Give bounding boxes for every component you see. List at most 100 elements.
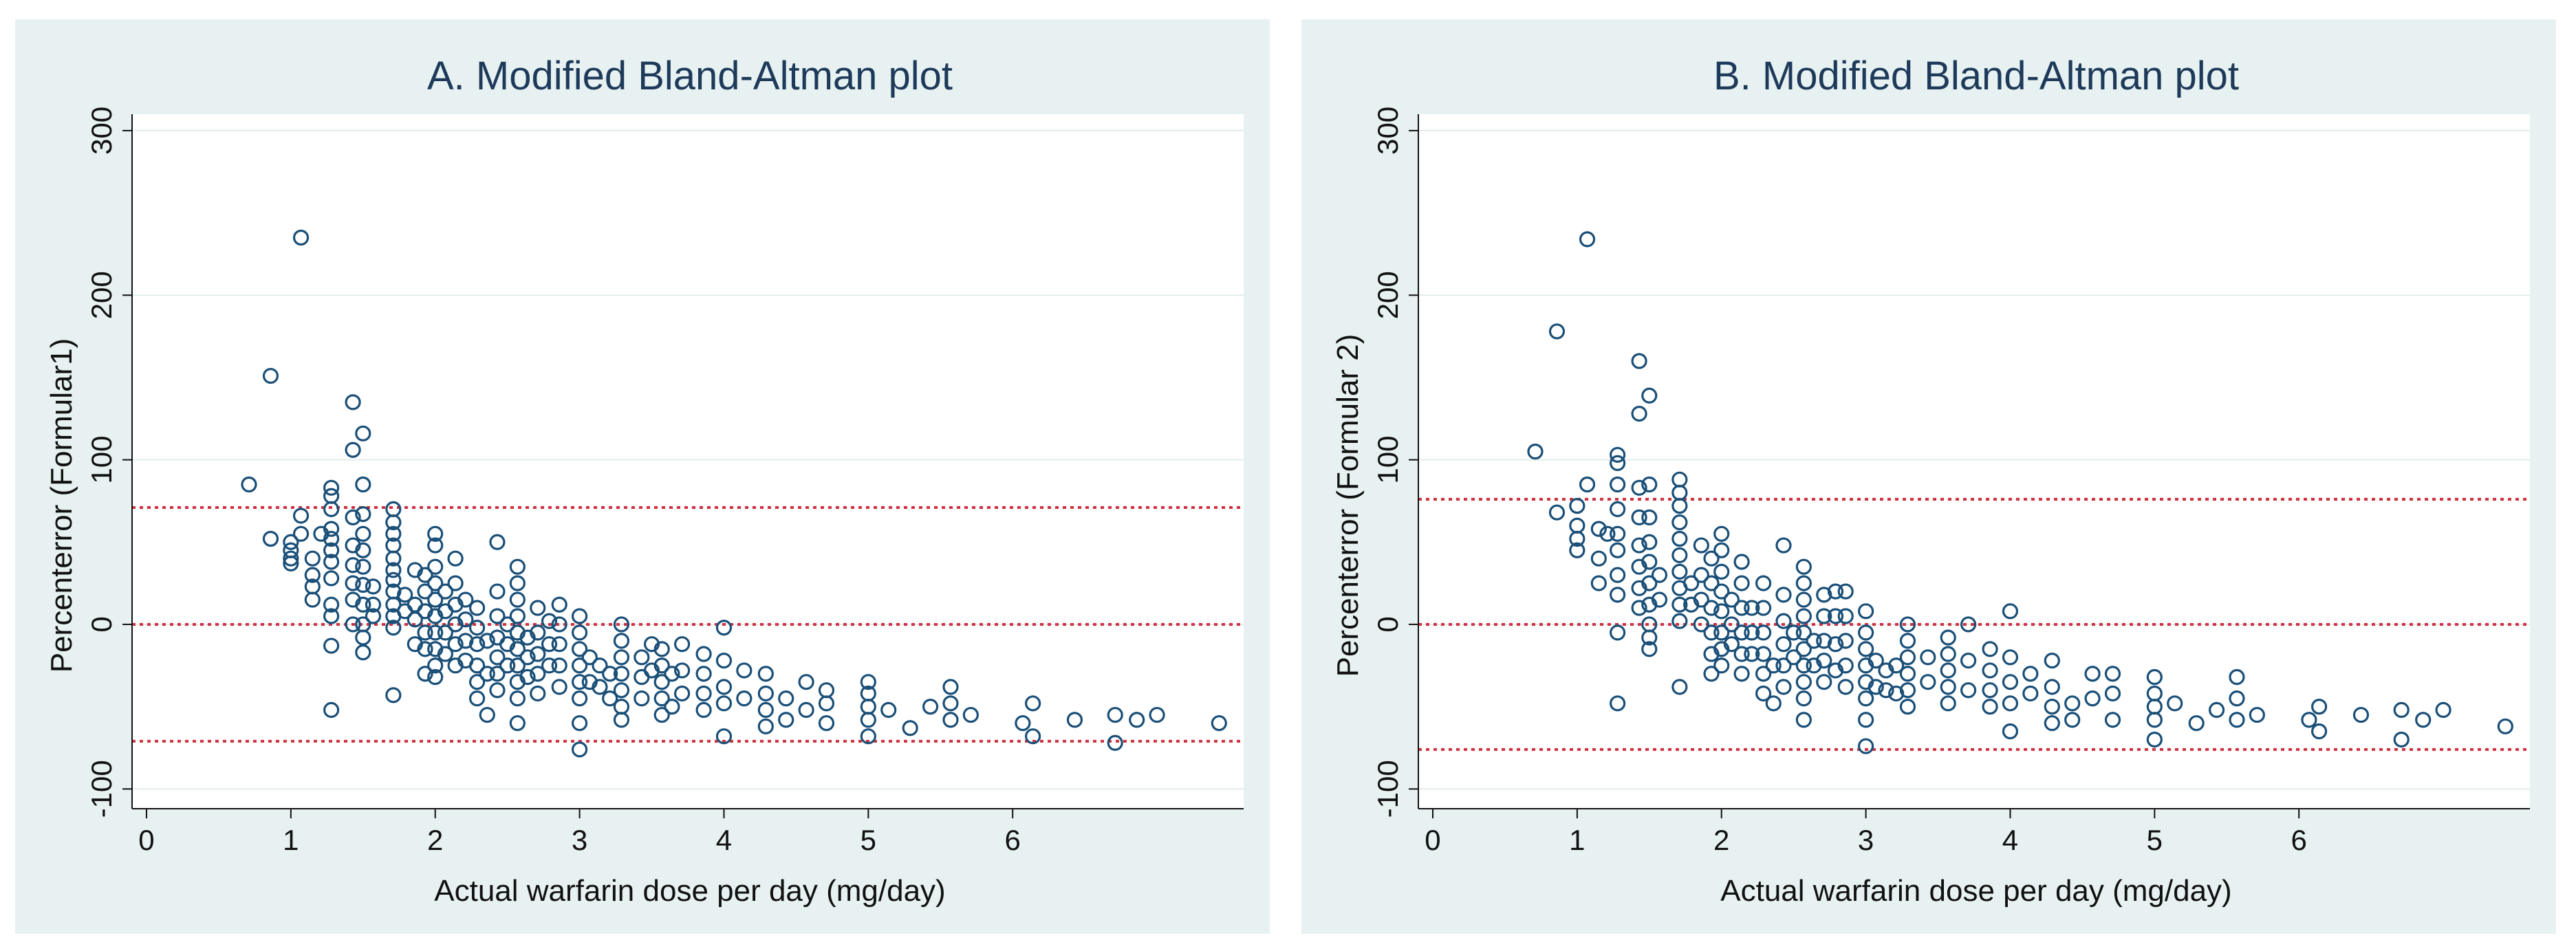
data-point <box>2002 649 2019 666</box>
data-point <box>1837 633 1854 649</box>
data-point <box>1024 728 1041 745</box>
chart-b-points <box>1527 231 2513 754</box>
data-point <box>323 479 340 496</box>
data-point <box>1755 575 1772 591</box>
data-point <box>1940 679 1956 695</box>
data-point <box>365 596 382 613</box>
data-point <box>2146 668 2163 686</box>
data-point <box>2044 699 2060 715</box>
data-point <box>509 608 526 624</box>
chart-a-y-axis-title: Percenterror (Formular1) <box>45 338 78 673</box>
data-point <box>417 666 433 682</box>
x-tick-label: 4 <box>2002 824 2018 856</box>
data-point <box>2002 723 2019 740</box>
data-point <box>355 425 371 441</box>
y-tick-label: 100 <box>85 436 118 484</box>
data-point <box>345 394 361 411</box>
data-point <box>1816 633 1832 649</box>
data-point <box>2497 718 2513 734</box>
y-tick-label: -100 <box>85 760 118 818</box>
data-point <box>489 608 506 624</box>
data-point <box>1671 547 1688 564</box>
data-point <box>592 679 608 695</box>
data-point <box>1713 525 1730 542</box>
data-point <box>2301 712 2317 728</box>
data-point <box>489 583 506 600</box>
data-point <box>1733 646 1750 662</box>
data-point <box>437 583 454 600</box>
data-point <box>1795 641 1812 657</box>
data-point <box>1775 657 1792 674</box>
y-tick-label: 300 <box>1372 107 1404 155</box>
data-point <box>437 624 454 641</box>
data-point <box>1671 679 1688 695</box>
data-point <box>1590 550 1607 567</box>
data-point <box>1723 591 1740 608</box>
data-point <box>1878 682 1894 699</box>
data-point <box>468 620 486 636</box>
data-point <box>798 701 814 718</box>
data-point <box>1816 674 1832 690</box>
data-point <box>385 514 402 531</box>
data-point <box>1671 563 1688 580</box>
data-point <box>1899 699 1916 715</box>
data-point <box>613 712 630 728</box>
data-point <box>385 550 402 567</box>
data-point <box>1107 706 1123 723</box>
data-point <box>323 637 340 654</box>
data-point <box>345 557 361 574</box>
data-point <box>407 611 423 628</box>
data-point <box>355 644 371 661</box>
data-point <box>715 695 733 712</box>
data-point <box>1755 600 1772 616</box>
data-point <box>1795 657 1812 674</box>
data-point <box>355 476 371 493</box>
data-point <box>457 633 474 649</box>
data-point <box>2188 715 2205 732</box>
data-point <box>1610 501 1626 518</box>
y-tick-label: 0 <box>85 616 118 632</box>
data-point <box>292 508 310 524</box>
data-point <box>1610 446 1626 463</box>
data-point <box>292 525 310 542</box>
data-point <box>613 649 630 666</box>
data-point <box>427 575 444 591</box>
data-point <box>1548 504 1566 521</box>
data-point <box>385 687 402 703</box>
data-point <box>1723 636 1740 653</box>
data-point <box>262 530 279 547</box>
data-point <box>1755 685 1772 702</box>
data-point <box>1816 587 1832 603</box>
data-point <box>1960 682 1977 699</box>
x-tick-label: 0 <box>1425 824 1440 856</box>
data-point <box>479 666 495 682</box>
data-point <box>2310 723 2328 740</box>
x-tick-label: 5 <box>2147 824 2163 856</box>
data-point <box>447 575 464 591</box>
data-point <box>1683 575 1700 591</box>
data-point <box>1816 652 1832 669</box>
data-point <box>509 657 526 674</box>
data-point <box>1713 657 1730 674</box>
data-point <box>1755 646 1772 662</box>
data-point <box>922 699 939 715</box>
chart-b-axes: -100 0 100 200 300 0 1 2 3 4 5 6 <box>1372 107 2530 856</box>
x-tick-label: 5 <box>861 824 876 856</box>
data-point <box>1590 521 1607 537</box>
data-point <box>427 558 444 575</box>
data-point <box>634 690 650 707</box>
data-point <box>571 608 588 624</box>
data-point <box>2022 666 2039 682</box>
data-point <box>1786 624 1802 641</box>
data-point <box>613 633 630 649</box>
data-point <box>1610 624 1626 641</box>
chart-panel-b: B. Modified Bland-Altman plot -100 0 100 20… <box>1301 19 2556 934</box>
data-point <box>2002 674 2019 690</box>
data-point <box>1733 666 1750 682</box>
data-point <box>283 534 299 550</box>
data-point <box>1641 575 1658 591</box>
data-point <box>2022 685 2039 702</box>
data-point <box>1857 624 1874 641</box>
data-point <box>241 476 257 493</box>
data-point <box>1569 530 1585 547</box>
